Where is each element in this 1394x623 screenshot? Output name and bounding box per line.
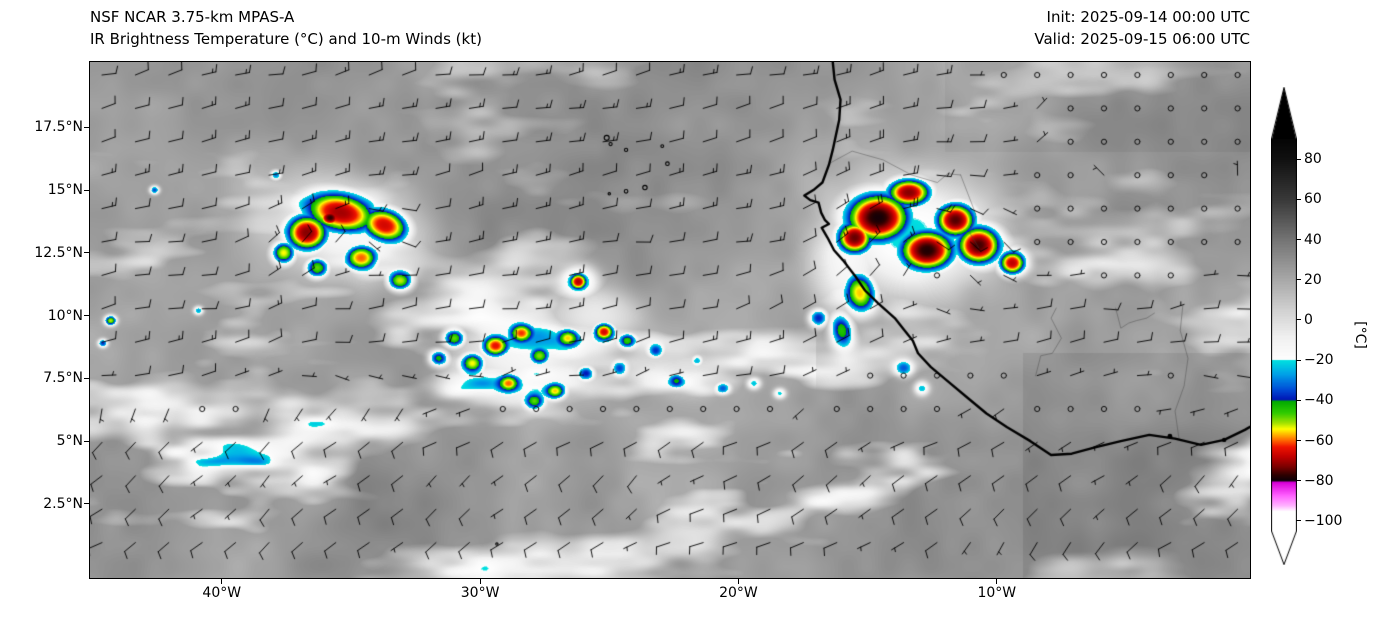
colorbar-tick-label: 80 <box>1304 151 1322 168</box>
colorbar-tick-label: 40 <box>1304 231 1322 248</box>
colorbar-tick-label: 60 <box>1304 191 1322 208</box>
colorbar-tick-mark <box>1296 440 1301 442</box>
colorbar-tick-label: −60 <box>1304 432 1334 449</box>
colorbar <box>1271 87 1297 565</box>
y-tick-mark <box>84 377 89 379</box>
colorbar-unit-label: [°C] <box>1352 321 1368 349</box>
x-tick-label: 30°W <box>460 585 500 601</box>
x-tick-mark <box>479 579 481 584</box>
product-title: IR Brightness Temperature (°C) and 10-m … <box>90 30 482 48</box>
y-tick-label: 2.5°N <box>43 495 83 512</box>
y-tick-label: 10°N <box>47 307 83 324</box>
y-tick-mark <box>84 503 89 505</box>
colorbar-tick-mark <box>1296 198 1301 200</box>
valid-time-label: Valid: 2025-09-15 06:00 UTC <box>1034 30 1250 48</box>
colorbar-tick-mark <box>1296 319 1301 321</box>
map-frame <box>89 61 1251 579</box>
init-time-label: Init: 2025-09-14 00:00 UTC <box>1046 8 1250 26</box>
x-tick-mark <box>221 579 223 584</box>
y-tick-label: 17.5°N <box>34 119 83 136</box>
colorbar-tick-mark <box>1296 158 1301 160</box>
y-tick-mark <box>84 440 89 442</box>
colorbar-tick-mark <box>1296 359 1301 361</box>
x-tick-label: 20°W <box>719 585 758 601</box>
y-tick-label: 15°N <box>47 182 83 199</box>
y-tick-mark <box>84 315 89 317</box>
x-tick-mark <box>737 579 739 584</box>
colorbar-tick-label: −80 <box>1304 472 1334 489</box>
colorbar-tick-label: 20 <box>1304 271 1322 288</box>
colorbar-tick-mark <box>1296 239 1301 240</box>
colorbar-tick-label: −20 <box>1304 352 1334 369</box>
colorbar-tick-mark <box>1296 520 1301 522</box>
x-tick-label: 10°W <box>977 585 1017 601</box>
x-tick-mark <box>996 579 998 584</box>
y-tick-mark <box>84 252 89 254</box>
colorbar-tick-mark <box>1296 279 1301 281</box>
y-tick-mark <box>84 189 89 191</box>
x-tick-label: 40°W <box>202 585 242 601</box>
model-title: NSF NCAR 3.75-km MPAS-A <box>90 8 295 26</box>
colorbar-tick-mark <box>1296 480 1301 482</box>
map-canvas <box>90 62 1250 578</box>
colorbar-tick-label: −40 <box>1304 392 1334 409</box>
colorbar-tick-label: −100 <box>1304 512 1343 529</box>
y-tick-label: 5°N <box>56 433 83 450</box>
y-tick-label: 12.5°N <box>34 244 83 261</box>
colorbar-tick-label: 0 <box>1304 311 1313 328</box>
y-tick-label: 7.5°N <box>43 370 83 387</box>
y-tick-mark <box>84 126 89 128</box>
colorbar-tick-mark <box>1296 399 1301 401</box>
